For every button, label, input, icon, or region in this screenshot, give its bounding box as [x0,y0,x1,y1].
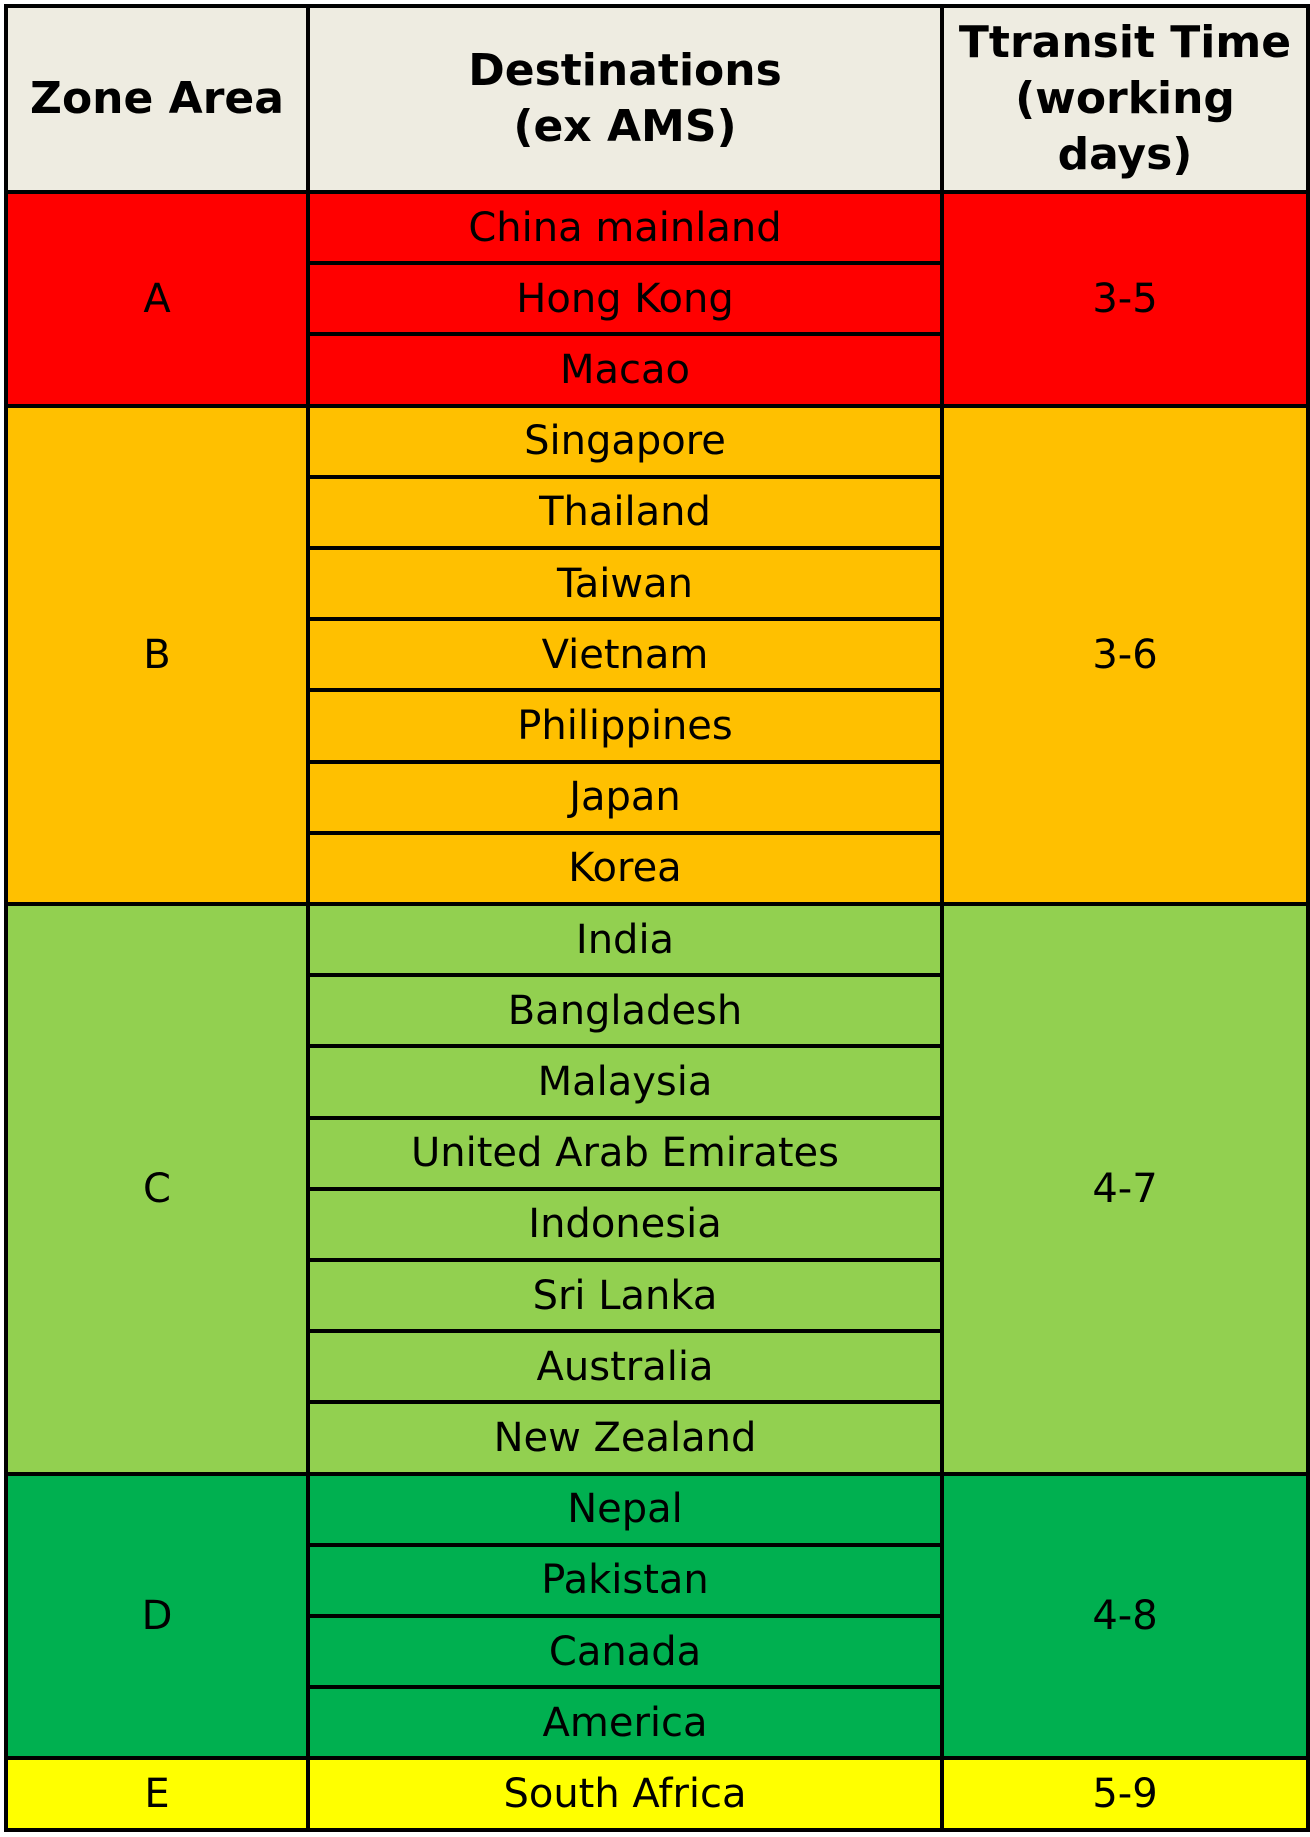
destination-cell: Taiwan [306,546,944,622]
destination-cell: Korea [306,830,944,907]
destination-cell: Macao [306,332,944,408]
destinations-header: Destinations (ex AMS) [306,4,944,194]
destination-cell: Canada [306,1614,944,1690]
table-body: A China mainland 3-5 Hong Kong Macao B Singapo… [4,189,1310,1832]
table-row: E South Africa 5-9 [4,1756,1310,1832]
zone-cell: B [4,403,310,907]
table-row: America [6,1685,1308,1761]
transit-time-table: Zone Area Destinations (ex AMS) Ttransit… [4,4,1310,1832]
table-row: Japan [6,759,1308,835]
transit-header-line2: (working days) [1015,73,1235,180]
table-row: Macao [6,332,1308,408]
table-row: Philippines [6,688,1308,764]
destination-cell: Malaysia [306,1044,944,1120]
destination-cell: Pakistan [306,1542,944,1619]
table-row: New Zealand [6,1400,1308,1476]
transit-time-cell: 4-7 [940,902,1310,1476]
table-row: B Singapore 3-6 [4,403,1310,907]
destination-cell: Hong Kong [306,261,944,337]
destination-cell: Singapore [306,403,944,479]
table-row: Canada [6,1614,1308,1690]
table-row: Vietnam [6,617,1308,693]
table-row: Indonesia [6,1186,1308,1263]
destination-cell: United Arab Emirates [306,1115,944,1191]
table-row: Thailand [6,474,1308,551]
table-row: A China mainland 3-5 [4,189,1310,408]
zone-cell: A [4,190,310,408]
transit-time-cell: 3-6 [940,403,1310,907]
table-row: C India 4-7 [4,902,1310,1476]
zone-cell: C [4,902,310,1476]
table-row: Hong Kong [6,261,1308,337]
table-row: Australia [6,1329,1308,1405]
transit-time-cell: 3-5 [940,190,1310,408]
destination-cell: Australia [306,1329,944,1405]
destination-cell: Philippines [306,688,944,764]
transit-time-cell: 4-8 [940,1471,1310,1761]
destination-cell: South Africa [306,1756,944,1832]
destinations-header-line1: Destinations [468,45,782,96]
destination-cell: China mainland [306,189,944,266]
destination-cell: Sri Lanka [306,1258,944,1334]
zone-cell: E [4,1756,310,1832]
destinations-header-line2: (ex AMS) [513,101,737,152]
destination-cell: Thailand [306,474,944,551]
table-row: Bangladesh [6,973,1308,1049]
table-row: D Nepal 4-8 [4,1471,1310,1761]
destination-cell: Vietnam [306,617,944,693]
destination-cell: Nepal [306,1471,944,1547]
transit-time-cell: 5-9 [940,1756,1310,1832]
table-row: Korea [6,830,1308,907]
destination-cell: India [306,902,944,978]
zone-area-header: Zone Area [4,4,310,194]
zone-cell: D [4,1471,310,1761]
destination-cell: Bangladesh [306,973,944,1049]
table-row: Taiwan [6,546,1308,622]
destination-cell: Indonesia [306,1186,944,1263]
header-row: Zone Area Destinations (ex AMS) Ttransit… [4,4,1310,194]
transit-header-line1: Ttransit Time [958,17,1292,68]
table-row: Sri Lanka [6,1258,1308,1334]
table-row: Malaysia [6,1044,1308,1120]
transit-time-header: Ttransit Time (working days) [940,4,1310,194]
destination-cell: New Zealand [306,1400,944,1476]
destination-cell: America [306,1685,944,1761]
table-row: Pakistan [6,1542,1308,1619]
table-row: United Arab Emirates [6,1115,1308,1191]
destination-cell: Japan [306,759,944,835]
